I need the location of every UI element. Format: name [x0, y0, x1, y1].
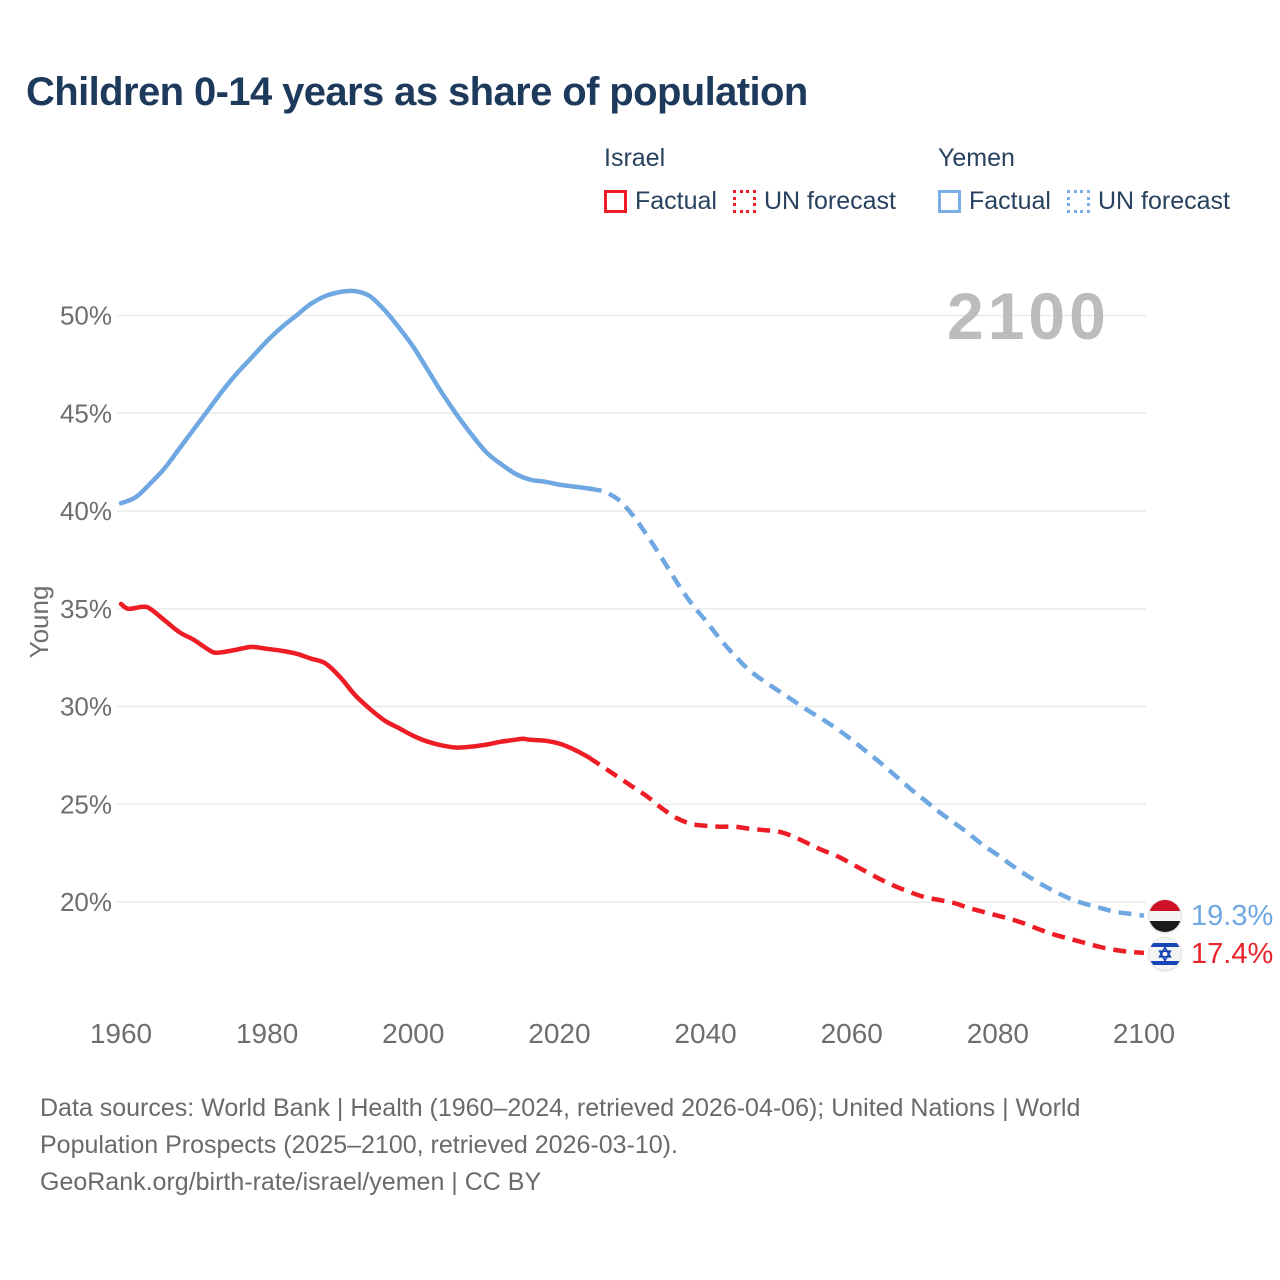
series-yemen-un-forecast-line: [588, 486, 1145, 918]
y-axis-title: Young: [24, 586, 54, 659]
data-sources-footer: Data sources: World Bank | Health (1960–…: [40, 1090, 1220, 1201]
end-label-israel: 17.4%: [1149, 937, 1273, 971]
end-label-yemen: 19.3%: [1149, 899, 1273, 933]
israel-end-value: 17.4%: [1191, 937, 1274, 970]
israel-forecast-swatch-icon: [732, 190, 756, 213]
yemen-end-value: 19.3%: [1191, 899, 1274, 932]
legend-group-yemen: Yemen Factual UN forecast: [938, 144, 1230, 216]
x-tick-label: 1980: [236, 1018, 298, 1049]
footer-line-2: Population Prospects (2025–2100, retriev…: [40, 1131, 678, 1159]
israel-factual-label: Factual: [635, 187, 717, 215]
series-israel-factual-line: [118, 601, 591, 760]
series-yemen-factual-line: [118, 288, 591, 506]
y-tick-label: 35%: [60, 594, 112, 624]
israel-forecast-label: UN forecast: [763, 187, 896, 215]
x-tick-label: 2020: [528, 1018, 590, 1049]
yemen-forecast-label: UN forecast: [1097, 187, 1230, 215]
footer-line-3: GeoRank.org/birth-rate/israel/yemen | CC…: [40, 1168, 542, 1196]
footer-line-1: Data sources: World Bank | Health (1960–…: [40, 1094, 1081, 1122]
x-tick-label: 1960: [90, 1018, 152, 1049]
y-tick-label: 20%: [60, 887, 112, 917]
y-tick-label: 45%: [60, 398, 112, 428]
x-tick-label: 2080: [967, 1018, 1029, 1049]
x-tick-label: 2100: [1113, 1018, 1175, 1049]
legend-group-israel: Israel Factual UN forecast: [604, 144, 896, 216]
yemen-factual-swatch-icon: [938, 190, 961, 213]
x-tick-label: 2000: [382, 1018, 444, 1049]
x-axis-tick-labels: 1960 1980 2000 2020 2040 2060 2080 2100: [90, 1018, 1175, 1049]
y-tick-label: 40%: [60, 496, 112, 526]
chart-legend: Israel Factual UN forecast Yemen Factual…: [0, 144, 1280, 216]
yemen-factual-label: Factual: [969, 187, 1051, 215]
page-title: Children 0-14 years as share of populati…: [26, 70, 808, 114]
legend-country-israel: Israel: [604, 144, 666, 172]
y-axis-tick-labels: 20% 25% 30% 35% 40% 45% 50%: [60, 301, 112, 918]
y-tick-label: 50%: [60, 301, 112, 331]
israel-factual-swatch-icon: [604, 190, 627, 213]
legend-country-yemen: Yemen: [938, 144, 1015, 172]
legend-row-yemen: Factual UN forecast: [938, 187, 1230, 216]
series-israel-un-forecast-line: [587, 755, 1145, 956]
gridlines: [117, 314, 1146, 903]
israel-flag-icon: [1149, 938, 1181, 970]
yemen-forecast-swatch-icon: [1066, 190, 1090, 213]
data-series: [118, 288, 1145, 956]
x-tick-label: 2040: [674, 1018, 736, 1049]
yemen-flag-icon: [1149, 900, 1181, 932]
x-tick-label: 2060: [821, 1018, 883, 1049]
y-tick-label: 25%: [60, 789, 112, 819]
y-tick-label: 30%: [60, 692, 112, 722]
watermark-year: 2100: [947, 279, 1110, 353]
legend-row-israel: Factual UN forecast: [604, 187, 896, 216]
